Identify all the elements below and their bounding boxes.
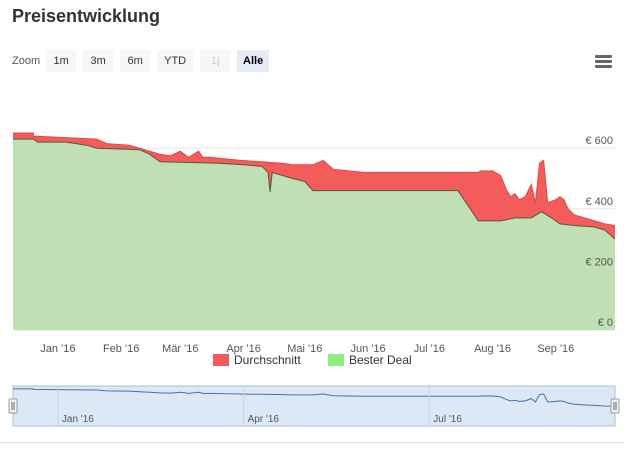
area-bester-deal [13, 139, 615, 330]
zoom-button-1m[interactable]: 1m [46, 50, 77, 72]
x-tick-label: Feb '16 [103, 343, 139, 355]
y-axis-labels: € 0 € 200 € 400 € 600 [585, 135, 613, 329]
x-axis-labels: Jan '16 Feb '16 Mär '16 Apr '16 Mai '16 Jun '… [40, 343, 574, 355]
navigator-series [13, 388, 616, 407]
y-tick-label: € 200 [585, 256, 613, 268]
line-bester-deal [13, 138, 616, 240]
price-chart: € 0 € 200 € 400 € 600 Jan '16 Feb '16 Mär '16… [8, 132, 620, 427]
legend-label[interactable]: Bester Deal [349, 353, 412, 367]
zoom-button-ytd[interactable]: YTD [157, 50, 194, 72]
x-tick-label: Mai '16 [287, 343, 322, 355]
navigator-selection[interactable] [12, 385, 616, 427]
navigator-handle-right[interactable] [610, 398, 620, 414]
zoom-button-alle[interactable]: Alle [237, 50, 270, 72]
navigator: Jan '16 Apr '16 Jul '16 [8, 385, 620, 427]
x-tick-label: Aug '16 [474, 343, 511, 355]
legend-swatch [328, 354, 344, 366]
y-tick-label: € 400 [585, 196, 613, 208]
zoom-bar: Zoom 1m 3m 6m YTD 1j Alle [12, 50, 276, 72]
line-durchschnitt [13, 132, 616, 226]
zoom-button-6m[interactable]: 6m [120, 50, 151, 72]
zoom-label: Zoom [12, 55, 41, 67]
page-title: Preisentwicklung [12, 6, 161, 26]
chart-legend: Durchschnitt Bester Deal [213, 353, 412, 367]
navigator-tick-label: Jan '16 [62, 414, 94, 425]
x-tick-label: Jul '16 [414, 343, 445, 355]
navigator-handle-left[interactable] [8, 398, 18, 414]
y-tick-label: € 600 [585, 135, 613, 147]
hamburger-menu-icon[interactable] [595, 55, 612, 68]
x-tick-label: Apr '16 [226, 343, 261, 355]
legend-swatch [213, 354, 229, 366]
zoom-button-1j: 1j [200, 50, 231, 72]
bottom-divider [0, 442, 624, 443]
legend-label[interactable]: Durchschnitt [234, 353, 301, 367]
x-tick-label: Jan '16 [40, 343, 75, 355]
zoom-button-3m[interactable]: 3m [83, 50, 114, 72]
x-tick-label: Jun '16 [351, 343, 386, 355]
x-tick-label: Sep '16 [537, 343, 574, 355]
navigator-tick-label: Jul '16 [433, 414, 462, 425]
y-tick-label: € 0 [598, 317, 613, 329]
chart-areas [13, 132, 616, 330]
zoom-buttons: 1m 3m 6m YTD 1j Alle [46, 50, 276, 72]
x-tick-label: Mär '16 [162, 343, 198, 355]
navigator-tick-label: Apr '16 [248, 414, 280, 425]
